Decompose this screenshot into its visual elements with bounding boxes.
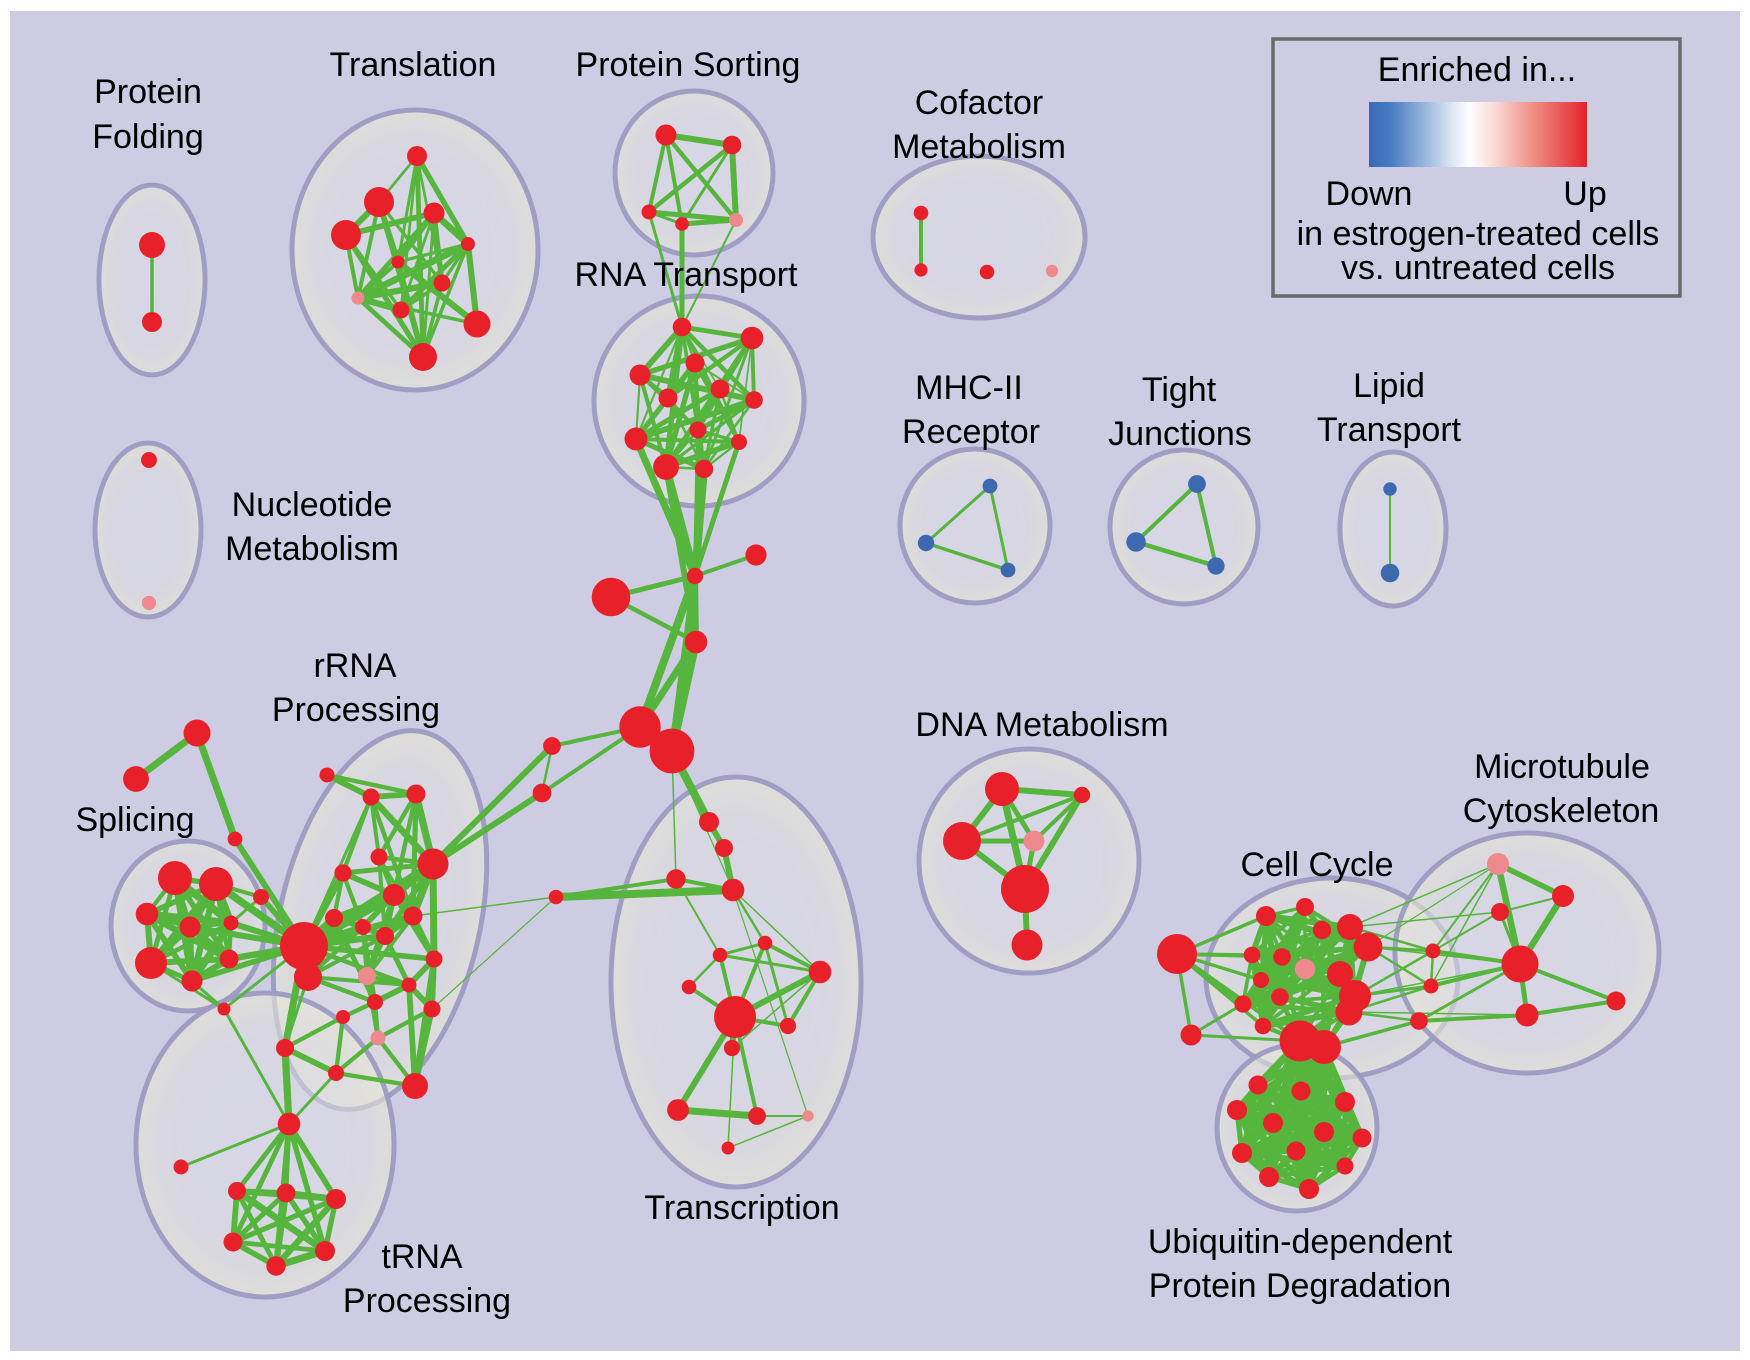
svg-text:Down: Down: [1326, 175, 1413, 213]
svg-text:in estrogen-treated cells: in estrogen-treated cells: [1297, 215, 1660, 253]
svg-text:Cytoskeleton: Cytoskeleton: [1463, 792, 1660, 830]
svg-text:vs. untreated cells: vs. untreated cells: [1341, 249, 1615, 287]
svg-text:Translation: Translation: [330, 46, 497, 84]
svg-text:Junctions: Junctions: [1108, 415, 1252, 453]
svg-text:Receptor: Receptor: [902, 413, 1040, 451]
svg-text:Enriched in...: Enriched in...: [1378, 51, 1576, 89]
svg-text:Cofactor: Cofactor: [915, 84, 1044, 122]
svg-text:Lipid: Lipid: [1353, 367, 1425, 405]
svg-text:Protein: Protein: [94, 73, 202, 111]
svg-text:DNA Metabolism: DNA Metabolism: [915, 706, 1168, 744]
svg-text:Processing: Processing: [272, 691, 440, 729]
svg-text:Splicing: Splicing: [75, 801, 194, 839]
svg-text:Metabolism: Metabolism: [892, 128, 1066, 166]
svg-text:Cell Cycle: Cell Cycle: [1240, 846, 1393, 884]
svg-text:Tight: Tight: [1142, 371, 1217, 409]
svg-text:Transport: Transport: [1317, 411, 1462, 449]
svg-text:Metabolism: Metabolism: [225, 530, 399, 568]
svg-text:Protein Sorting: Protein Sorting: [576, 46, 801, 84]
svg-text:Transcription: Transcription: [644, 1189, 839, 1227]
svg-text:Ubiquitin-dependent: Ubiquitin-dependent: [1148, 1223, 1453, 1261]
svg-text:Microtubule: Microtubule: [1474, 748, 1650, 786]
svg-text:Folding: Folding: [92, 118, 204, 156]
svg-text:RNA Transport: RNA Transport: [575, 256, 799, 294]
svg-text:Nucleotide: Nucleotide: [232, 486, 393, 524]
svg-text:MHC-II: MHC-II: [915, 369, 1023, 407]
svg-text:tRNA: tRNA: [381, 1238, 463, 1276]
svg-text:Up: Up: [1563, 175, 1606, 213]
svg-text:rRNA: rRNA: [313, 647, 396, 685]
svg-text:Protein Degradation: Protein Degradation: [1149, 1267, 1451, 1305]
svg-text:Processing: Processing: [343, 1282, 511, 1320]
